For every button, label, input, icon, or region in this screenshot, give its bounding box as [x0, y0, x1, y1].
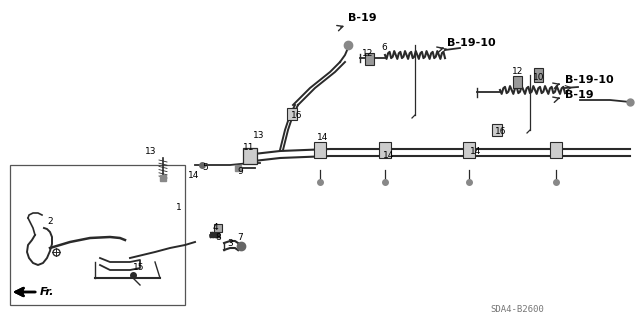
- Bar: [287, 108, 297, 120]
- Text: 16: 16: [495, 127, 506, 137]
- Bar: [550, 142, 562, 158]
- Text: 7: 7: [237, 234, 243, 243]
- Bar: [379, 142, 391, 158]
- Text: B-19: B-19: [348, 13, 376, 23]
- Text: 13: 13: [253, 131, 264, 140]
- Text: 14: 14: [188, 171, 200, 180]
- Text: 2: 2: [47, 218, 52, 227]
- Bar: [534, 68, 543, 82]
- Text: 16: 16: [291, 110, 303, 119]
- Text: 6: 6: [381, 43, 387, 52]
- Text: Fr.: Fr.: [40, 287, 54, 297]
- Text: 11: 11: [243, 143, 255, 153]
- Text: 12: 12: [362, 49, 373, 58]
- Bar: [10, 165, 185, 305]
- Text: B-19-10: B-19-10: [447, 38, 495, 48]
- Bar: [463, 142, 475, 158]
- Text: 13: 13: [145, 148, 157, 156]
- Text: B-19: B-19: [565, 90, 594, 100]
- Text: 14: 14: [383, 150, 394, 159]
- Text: 15: 15: [133, 263, 145, 273]
- Text: 10: 10: [533, 73, 545, 82]
- Text: SDA4-B2600: SDA4-B2600: [490, 306, 544, 315]
- Bar: [314, 142, 326, 158]
- Text: 3: 3: [227, 238, 233, 247]
- Text: 14: 14: [470, 148, 481, 156]
- Bar: [214, 224, 222, 232]
- Text: 4: 4: [213, 223, 219, 233]
- Text: 8: 8: [215, 233, 221, 242]
- Text: B-19-10: B-19-10: [565, 75, 614, 85]
- Text: 5: 5: [202, 163, 208, 172]
- Bar: [243, 148, 257, 164]
- Text: 1: 1: [176, 204, 182, 212]
- Text: 12: 12: [512, 68, 524, 76]
- Bar: [492, 124, 502, 136]
- Text: 14: 14: [317, 133, 328, 142]
- Bar: [513, 76, 522, 88]
- Text: 9: 9: [237, 167, 243, 177]
- Bar: [365, 53, 374, 65]
